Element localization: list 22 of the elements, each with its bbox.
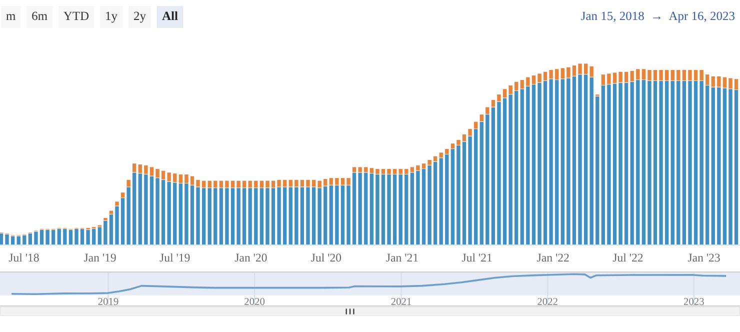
x-tick-label: Jul '19	[160, 253, 190, 262]
x-tick-label: 2020	[244, 298, 265, 305]
x-tick-label: Jan '23	[688, 254, 720, 262]
x-tick-label: Jan '20	[234, 254, 267, 262]
text: 1y	[106, 12, 118, 23]
x-tick-label: Jan '22	[537, 254, 569, 262]
x-tick-label: Jul '21	[462, 253, 492, 262]
x-tick-label: Jan '19	[84, 254, 116, 262]
text: All	[162, 11, 178, 20]
x-tick-label: Jul '18	[8, 253, 39, 262]
x-tick-label: 2022	[538, 298, 558, 305]
x-tick-label: Jul '22	[612, 253, 643, 262]
x-tick-label: Jan '21	[386, 254, 418, 262]
text: Jan 15, 2018 → Apr 16, 2023	[581, 12, 735, 23]
text: YTD	[64, 12, 89, 20]
x-tick-label: 2019	[98, 298, 118, 305]
x-tick-label: Jul '20	[311, 253, 342, 262]
text: 6m	[32, 12, 48, 20]
text: 2y	[134, 12, 146, 23]
x-tick-label: 2023	[684, 298, 704, 305]
text: m	[6, 14, 16, 20]
x-tick-label: 2021	[391, 298, 412, 305]
